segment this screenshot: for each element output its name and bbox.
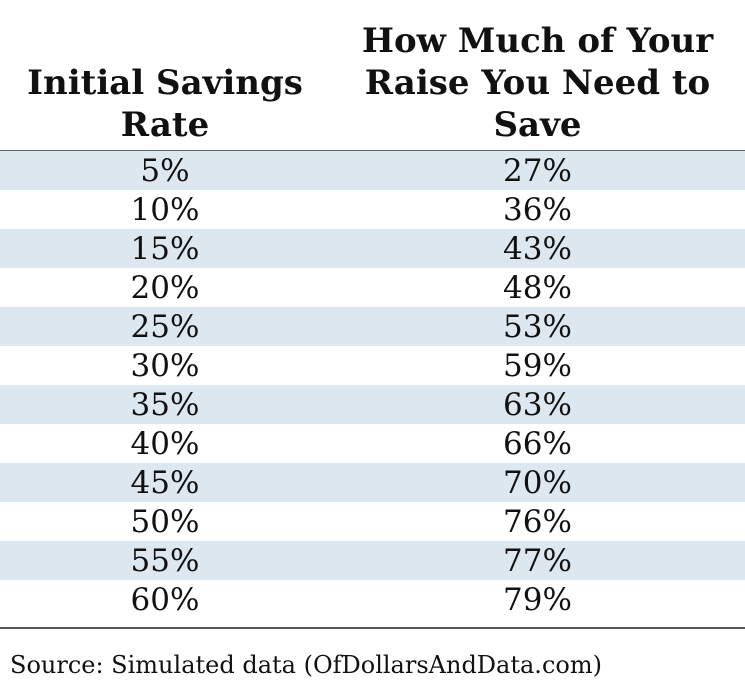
initial-savings-rate-cell: 60% xyxy=(130,581,200,618)
table-header: Initial Savings Rate How Much of Your Ra… xyxy=(0,0,745,151)
raise-to-save-cell: 79% xyxy=(503,581,572,618)
table-row: 45% 70% xyxy=(0,463,745,502)
raise-to-save-cell: 70% xyxy=(503,464,572,501)
raise-to-save-cell: 48% xyxy=(503,269,572,306)
savings-table: Initial Savings Rate How Much of Your Ra… xyxy=(0,0,745,619)
raise-to-save-cell: 43% xyxy=(503,230,572,267)
table-row: 5% 27% xyxy=(0,151,745,190)
raise-to-save-cell: 77% xyxy=(503,542,572,579)
table-bottom-rule xyxy=(0,627,745,629)
raise-to-save-cell: 27% xyxy=(503,152,572,189)
table-row: 60% 79% xyxy=(0,580,745,619)
initial-savings-rate-cell: 45% xyxy=(130,464,200,501)
table-row: 15% 43% xyxy=(0,229,745,268)
raise-to-save-cell: 76% xyxy=(503,503,572,540)
initial-savings-rate-cell: 10% xyxy=(130,191,200,228)
table-row: 10% 36% xyxy=(0,190,745,229)
initial-savings-rate-cell: 5% xyxy=(140,152,190,189)
initial-savings-rate-cell: 30% xyxy=(130,347,200,384)
raise-to-save-cell: 59% xyxy=(503,347,572,384)
table-body: 5% 27% 10% 36% 15% 43% 20% 48% 25% 53% 30% 59% 35% 63… xyxy=(0,151,745,619)
table-row: 55% 77% xyxy=(0,541,745,580)
initial-savings-rate-cell: 15% xyxy=(130,230,200,267)
raise-to-save-cell: 53% xyxy=(503,308,572,345)
initial-savings-rate-cell: 20% xyxy=(130,269,200,306)
raise-to-save-cell: 63% xyxy=(503,386,572,423)
table-row: 30% 59% xyxy=(0,346,745,385)
table-row: 25% 53% xyxy=(0,307,745,346)
raise-to-save-cell: 36% xyxy=(503,191,572,228)
initial-savings-rate-cell: 55% xyxy=(130,542,200,579)
raise-to-save-cell: 66% xyxy=(503,425,572,462)
table-row: 35% 63% xyxy=(0,385,745,424)
initial-savings-rate-cell: 35% xyxy=(130,386,200,423)
initial-savings-rate-cell: 25% xyxy=(130,308,200,345)
table-row: 40% 66% xyxy=(0,424,745,463)
table-row: 20% 48% xyxy=(0,268,745,307)
source-note: Source: Simulated data (OfDollarsAndData… xyxy=(10,651,602,679)
column-header-initial-savings-rate: Initial Savings Rate xyxy=(27,63,303,145)
initial-savings-rate-cell: 40% xyxy=(130,425,200,462)
table-row: 50% 76% xyxy=(0,502,745,541)
column-header-raise-to-save: How Much of Your Raise You Need to Save xyxy=(361,21,714,145)
initial-savings-rate-cell: 50% xyxy=(130,503,200,540)
